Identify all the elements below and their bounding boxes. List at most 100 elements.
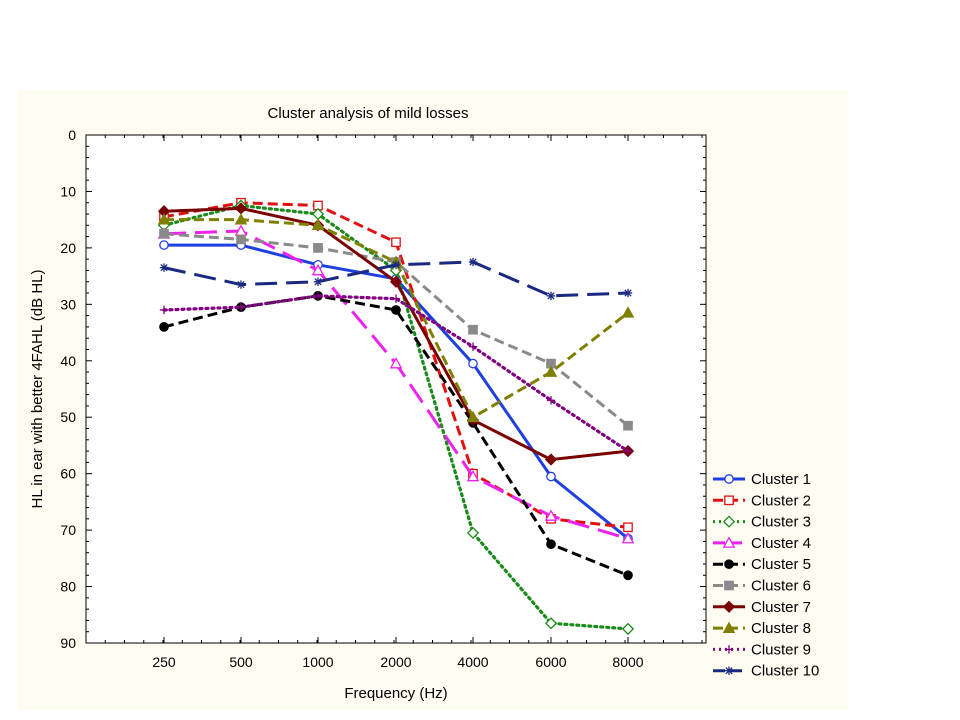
data-point (236, 234, 246, 245)
data-point (468, 358, 478, 369)
legend-item: Cluster 9 (713, 641, 811, 658)
axis-ticks: 0 10 20 30 40 50 60 70 80 90 250 500 1000 2000 4000 600… (60, 127, 706, 670)
legend-item: Cluster 5 (713, 556, 811, 573)
legend-item: Cluster 10 (713, 663, 819, 680)
data-point (546, 396, 556, 405)
legend-marker (722, 515, 736, 528)
x-tick-label: 250 (152, 654, 176, 670)
series-cluster-10 (159, 257, 633, 301)
data-point (391, 305, 401, 315)
data-point (623, 570, 633, 581)
data-point (313, 277, 323, 286)
data-point (623, 522, 633, 533)
y-axis-label: HL in ear with better 4FAHL (dB HL) (29, 270, 46, 509)
legend-item: Cluster 8 (713, 620, 811, 637)
data-point (311, 218, 325, 231)
x-tick-label: 6000 (535, 654, 566, 670)
legend-marker (724, 580, 734, 591)
data-point (466, 526, 480, 540)
legend-marker (724, 645, 734, 654)
y-tick-label: 0 (68, 127, 76, 143)
data-point (389, 357, 403, 369)
data-point (468, 324, 478, 335)
legend-label: Cluster 8 (751, 620, 811, 637)
data-point (468, 257, 478, 267)
data-point (159, 228, 169, 239)
data-point (546, 539, 556, 550)
data-point (544, 365, 558, 377)
y-tick-label: 10 (60, 183, 76, 199)
legend-marker (722, 536, 736, 548)
data-point (468, 342, 478, 351)
y-tick-label: 50 (60, 409, 76, 425)
data-point (546, 291, 556, 301)
data-point (311, 263, 325, 276)
x-tick-label: 8000 (612, 654, 643, 670)
data-point (623, 288, 633, 298)
data-point (236, 280, 246, 289)
data-point (623, 420, 633, 431)
chart-svg: Cluster analysis of mild losses 0 10 20 30 4… (29, 105, 819, 702)
data-point (466, 410, 480, 423)
data-point (236, 302, 246, 312)
series-cluster-9 (159, 291, 633, 456)
legend-item: Cluster 2 (713, 492, 811, 509)
data-point (159, 305, 169, 315)
legend: Cluster 1 Cluster 2 Cluster 3 Cluster 4 Clus… (713, 471, 819, 680)
data-point (159, 263, 169, 272)
data-point (389, 275, 403, 288)
y-tick-label: 80 (60, 579, 76, 595)
legend-marker (722, 621, 736, 633)
data-point (391, 294, 401, 303)
series-layer (157, 197, 635, 636)
chart-panel: Cluster analysis of mild losses 0 10 20 30 4… (18, 90, 848, 710)
legend-marker (722, 600, 736, 613)
legend-label: Cluster 1 (751, 471, 811, 488)
y-tick-label: 30 (60, 296, 76, 312)
legend-marker (724, 495, 734, 506)
x-tick-label: 4000 (457, 654, 488, 670)
legend-label: Cluster 6 (751, 578, 811, 595)
data-point (466, 469, 480, 482)
x-tick-label: 2000 (380, 654, 411, 670)
legend-marker (724, 559, 734, 570)
legend-item: Cluster 1 (713, 471, 811, 488)
data-point (159, 322, 169, 332)
legend-label: Cluster 7 (751, 599, 811, 616)
data-point (159, 240, 169, 250)
data-point (621, 532, 635, 544)
data-point (391, 237, 401, 248)
data-point (546, 471, 556, 482)
data-point (313, 243, 323, 253)
data-point (623, 446, 633, 456)
legend-label: Cluster 2 (751, 492, 811, 509)
legend-label: Cluster 10 (751, 663, 819, 680)
x-tick-label: 500 (229, 654, 253, 670)
legend-item: Cluster 6 (713, 578, 811, 595)
legend-item: Cluster 3 (713, 514, 811, 531)
legend-label: Cluster 5 (751, 556, 811, 573)
legend-marker (724, 666, 734, 675)
y-tick-label: 60 (60, 466, 76, 482)
y-tick-label: 20 (60, 240, 76, 256)
legend-item: Cluster 7 (713, 599, 811, 616)
data-point (621, 622, 635, 636)
legend-item: Cluster 4 (713, 535, 811, 552)
legend-label: Cluster 3 (751, 514, 811, 531)
data-point (391, 260, 401, 270)
legend-label: Cluster 4 (751, 535, 811, 552)
data-point (621, 306, 635, 318)
data-point (157, 213, 171, 225)
x-axis-label: Frequency (Hz) (344, 685, 447, 702)
data-point (544, 617, 558, 630)
y-tick-label: 90 (60, 635, 76, 651)
legend-label: Cluster 9 (751, 641, 811, 658)
data-point (234, 213, 248, 225)
y-tick-label: 70 (60, 522, 76, 538)
data-point (544, 453, 558, 466)
legend-marker (724, 474, 734, 484)
data-point (544, 509, 558, 521)
chart-title: Cluster analysis of mild losses (268, 105, 469, 122)
x-tick-label: 1000 (302, 654, 333, 670)
y-tick-label: 40 (60, 353, 76, 369)
